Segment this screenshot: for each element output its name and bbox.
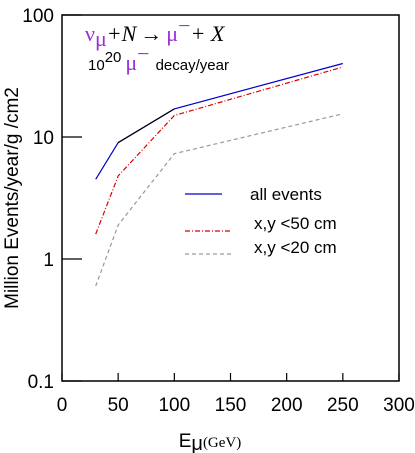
x-tick-label: 0 [57, 395, 68, 416]
y-tick-label: 100 [22, 6, 54, 27]
reaction-mu-sup: − [178, 13, 190, 38]
reaction-mu: μ [166, 21, 178, 46]
legend-label-xy-50: x,y <50 cm [254, 214, 337, 233]
x-axis-label-main: E [179, 431, 192, 452]
x-tick-label: 50 [108, 395, 129, 416]
reaction-plus-n: +N [107, 21, 138, 46]
legend: all events x,y <50 cm x,y <20 cm [185, 185, 337, 257]
tick-labels: 0 50 100 150 200 250 300 0.1 1 10 100 [22, 6, 415, 416]
legend-label-xy-20: x,y <20 cm [254, 238, 337, 257]
x-tick-label: 300 [383, 395, 415, 416]
y-tick-label: 10 [33, 128, 54, 149]
x-tick-label: 100 [158, 395, 190, 416]
decay-mu-sup: − [137, 41, 149, 66]
y-axis-label: Million Events/year/g /cm2 [2, 87, 23, 309]
x-axis-label-sub: μ [191, 433, 203, 453]
reaction-plus-x: + X [191, 21, 226, 46]
series-line-0 [95, 62, 343, 180]
decay-prefix-sup: 20 [105, 49, 122, 66]
x-axis-label-unit: (GeV) [203, 435, 241, 451]
decay-prefix: 10 [88, 57, 105, 74]
x-tick-label: 150 [215, 395, 247, 416]
reaction-nu: ν [85, 21, 95, 46]
decay-suffix: decay/year [156, 57, 229, 74]
decay-mu: μ [125, 50, 137, 75]
y-tick-label: 1 [43, 250, 54, 271]
axis-ticks [61, 14, 400, 382]
x-axis-label: Eμ(GeV) [179, 431, 242, 453]
x-tick-label: 200 [271, 395, 303, 416]
x-tick-label: 250 [327, 395, 359, 416]
reaction-annotation: νμ+N → μ−+ X [85, 13, 226, 51]
series-layer [95, 62, 343, 287]
reaction-nu-sub: μ [95, 26, 107, 51]
series-line-0-segment [117, 108, 175, 144]
reaction-arrow: → [140, 21, 162, 46]
y-tick-label: 0.1 [28, 372, 54, 393]
plot-frame [61, 14, 400, 382]
decay-annotation: 1020 μ− decay/year [88, 41, 229, 75]
series-line-1 [95, 66, 343, 235]
legend-label-all-events: all events [250, 185, 322, 204]
